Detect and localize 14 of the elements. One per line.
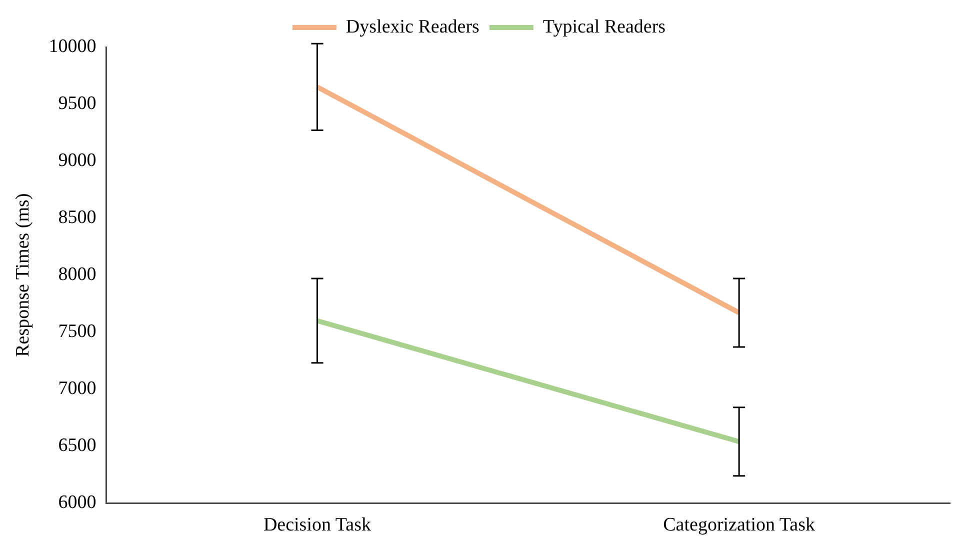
y-tick-label: 8500 [58,207,96,228]
x-tick-label: Categorization Task [663,514,816,536]
y-tick-label: 6000 [58,492,96,514]
y-tick-label: 8000 [58,264,96,286]
legend-label: Dyslexic Readers [346,16,480,38]
y-tick-label: 9000 [58,150,96,172]
legend-label: Typical Readers [542,16,666,38]
y-tick-label: 7000 [58,378,96,400]
y-axis-title: Response Times (ms) [12,193,34,357]
y-tick-label: 7500 [58,321,96,342]
x-tick-label: Decision Task [263,514,372,536]
y-tick-label: 10000 [48,36,96,57]
y-tick-label: 6500 [58,435,96,456]
y-tick-label: 9500 [58,93,96,114]
